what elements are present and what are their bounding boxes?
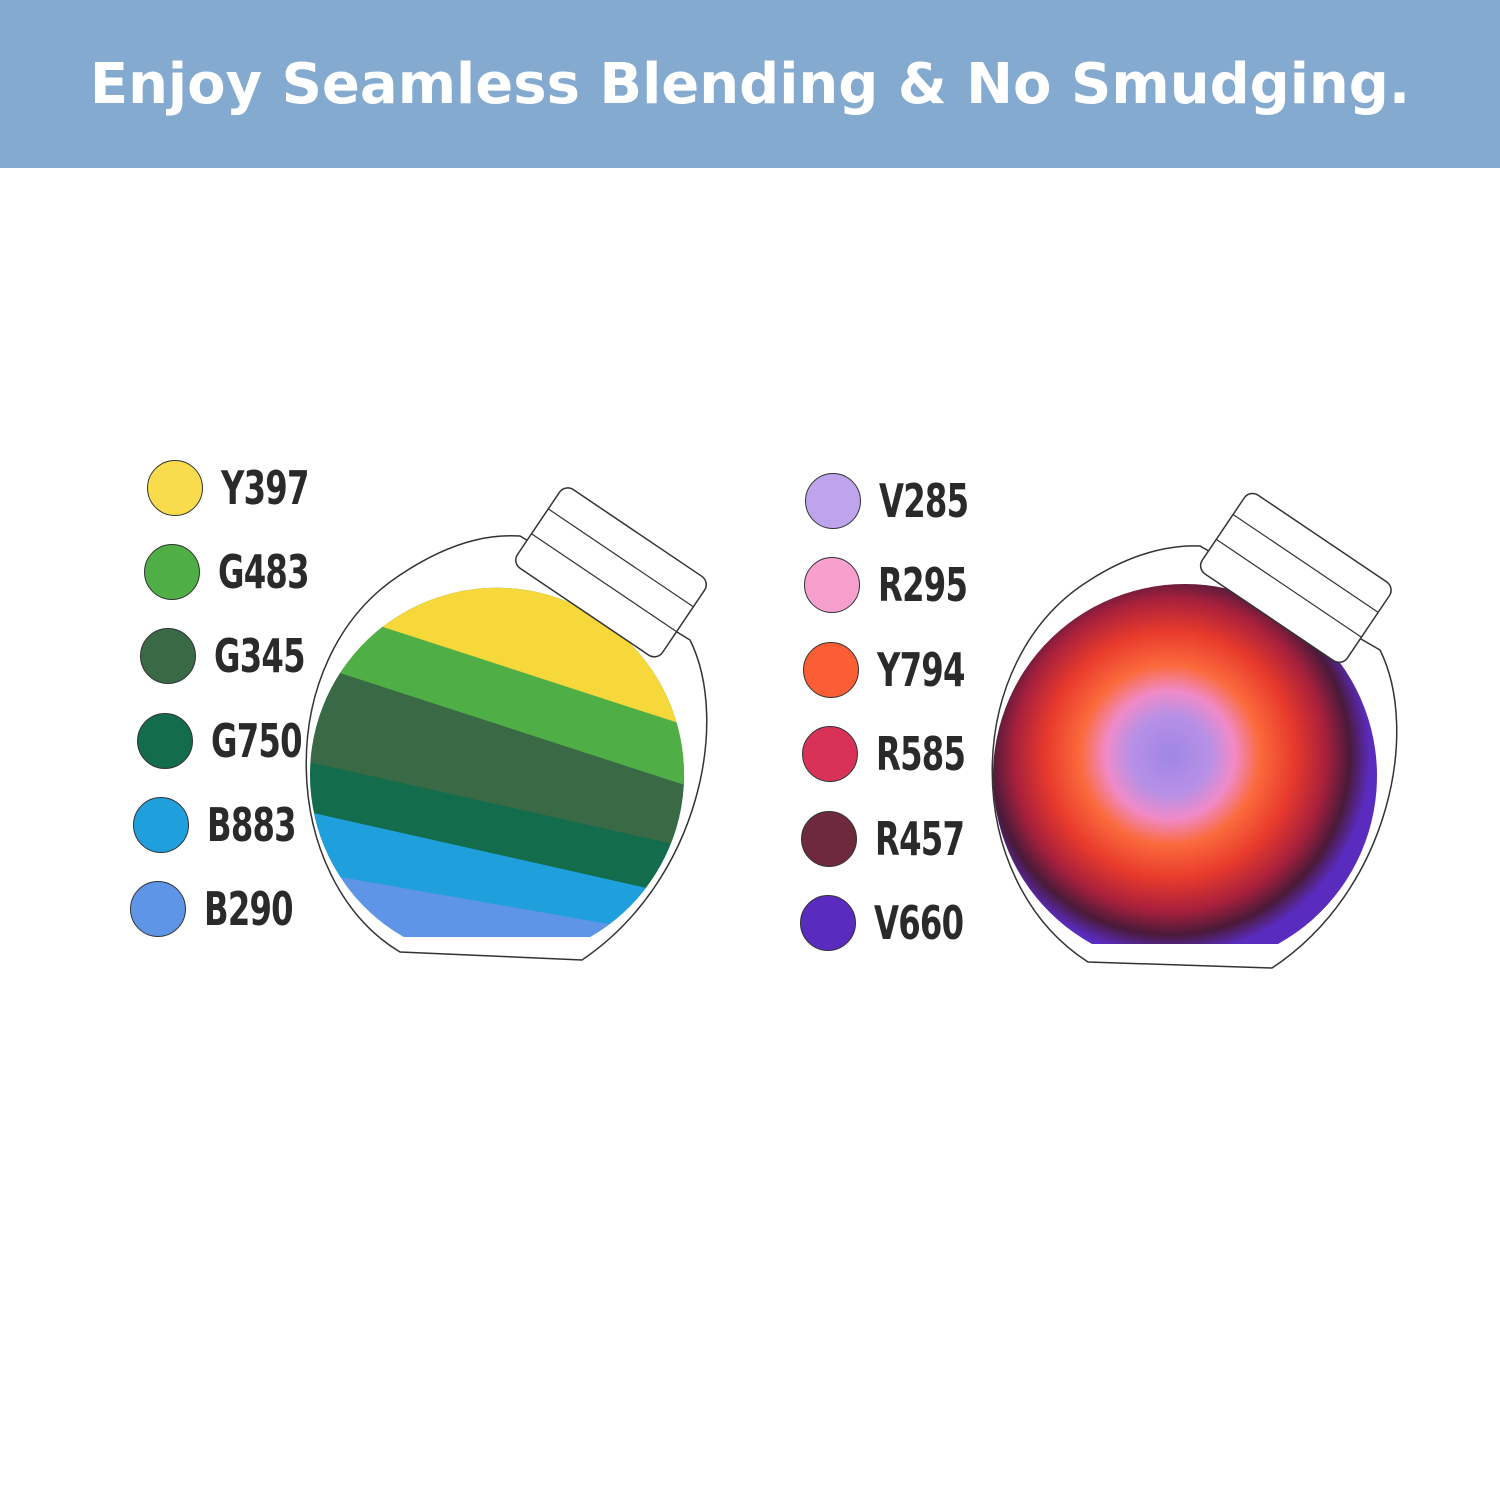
banner-title: Enjoy Seamless Blending & No Smudging. — [89, 51, 1411, 117]
header-banner: Enjoy Seamless Blending & No Smudging. — [0, 0, 1500, 168]
color-dot — [805, 473, 861, 529]
color-dot — [803, 642, 859, 698]
color-code: Y794 — [877, 643, 965, 697]
swatch-g345: G345 — [140, 628, 330, 684]
color-dot — [801, 811, 857, 867]
left-jar-lid — [515, 487, 707, 658]
color-dot — [130, 881, 186, 937]
color-code: R295 — [878, 558, 968, 612]
color-dot — [140, 628, 196, 684]
left-jar-blend — [309, 587, 684, 937]
swatch-b290: B290 — [130, 881, 318, 937]
right-jar-lid — [1199, 492, 1392, 664]
color-dot — [147, 460, 203, 516]
color-code: V285 — [879, 474, 969, 528]
swatch-y794: Y794 — [803, 642, 989, 698]
color-code: G345 — [214, 629, 306, 683]
color-code: V660 — [874, 896, 964, 950]
color-code: G750 — [211, 714, 303, 768]
swatch-g483: G483 — [144, 544, 334, 600]
swatch-r295: R295 — [804, 557, 992, 613]
swatch-v660: V660 — [800, 895, 988, 951]
color-code: G483 — [218, 545, 310, 599]
swatch-r585: R585 — [802, 726, 990, 782]
color-code: R585 — [876, 727, 966, 781]
swatch-r457: R457 — [801, 811, 989, 867]
color-code: R457 — [875, 812, 965, 866]
color-code: B883 — [207, 798, 297, 852]
color-dot — [800, 895, 856, 951]
swatch-b883: B883 — [133, 797, 321, 853]
color-dot — [133, 797, 189, 853]
color-dot — [804, 557, 860, 613]
color-dot — [137, 713, 193, 769]
color-dot — [802, 726, 858, 782]
color-code: Y397 — [221, 461, 309, 515]
right-jar — [991, 492, 1398, 969]
left-jar — [305, 487, 708, 961]
swatch-y397: Y397 — [147, 460, 333, 516]
color-dot — [144, 544, 200, 600]
swatch-g750: G750 — [137, 713, 327, 769]
color-code: B290 — [204, 882, 294, 936]
swatch-v285: V285 — [805, 473, 993, 529]
